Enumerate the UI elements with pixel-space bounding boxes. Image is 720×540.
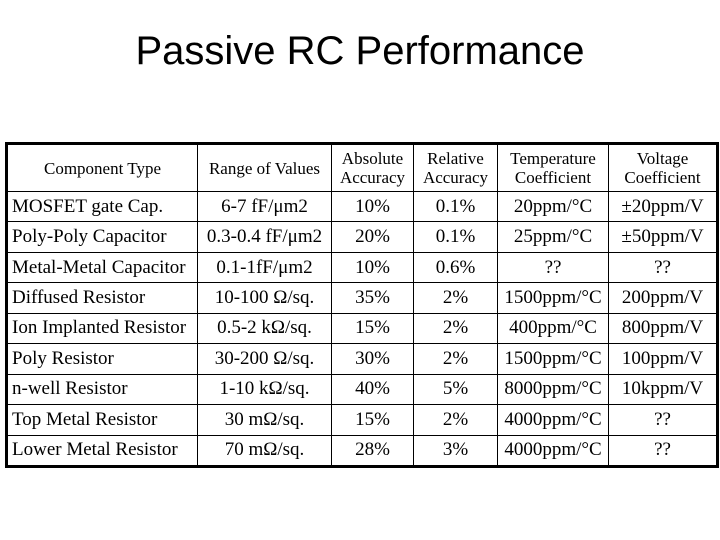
header-cell: Relative Accuracy (413, 143, 498, 192)
absolute-accuracy-cell: 10% (331, 190, 414, 223)
table-row: Lower Metal Resistor 70 mΩ/sq. 28% 3% 40… (6, 434, 718, 467)
table-row: Metal-Metal Capacitor 0.1-1fF/μm2 10% 0.… (6, 251, 718, 284)
temperature-coefficient-cell: 25ppm/°C (497, 221, 609, 253)
header-cell: Temperature Coefficient (497, 143, 609, 192)
absolute-accuracy-cell: 40% (331, 373, 414, 406)
voltage-coefficient-cell: 200ppm/V (608, 282, 718, 314)
temperature-coefficient-cell: 20ppm/°C (497, 190, 609, 223)
table-row: Poly Resistor 30-200 Ω/sq. 30% 2% 1500pp… (6, 343, 718, 375)
table-header-row: Component Type Range of Values Absolute … (6, 143, 718, 192)
range-cell: 0.5-2 kΩ/sq. (197, 312, 332, 345)
component-type-cell: Metal-Metal Capacitor (6, 251, 198, 284)
range-cell: 0.3-0.4 fF/μm2 (197, 221, 332, 253)
relative-accuracy-cell: 2% (413, 282, 498, 314)
table-row: Poly-Poly Capacitor 0.3-0.4 fF/μm2 20% 0… (6, 221, 718, 253)
header-cell: Absolute Accuracy (331, 143, 414, 192)
temperature-coefficient-cell: 400ppm/°C (497, 312, 609, 345)
absolute-accuracy-cell: 35% (331, 282, 414, 314)
component-type-cell: Ion Implanted Resistor (6, 312, 198, 345)
relative-accuracy-cell: 3% (413, 434, 498, 467)
temperature-coefficient-cell: 1500ppm/°C (497, 343, 609, 375)
absolute-accuracy-cell: 15% (331, 404, 414, 436)
relative-accuracy-cell: 2% (413, 343, 498, 375)
temperature-coefficient-cell: 4000ppm/°C (497, 434, 609, 467)
voltage-coefficient-cell: ±20ppm/V (608, 190, 718, 223)
table-row: Ion Implanted Resistor 0.5-2 kΩ/sq. 15% … (6, 312, 718, 345)
voltage-coefficient-cell: ?? (608, 251, 718, 284)
range-cell: 0.1-1fF/μm2 (197, 251, 332, 284)
voltage-coefficient-cell: 100ppm/V (608, 343, 718, 375)
voltage-coefficient-cell: 10kppm/V (608, 373, 718, 406)
voltage-coefficient-cell: 800ppm/V (608, 312, 718, 345)
component-type-cell: Poly-Poly Capacitor (6, 221, 198, 253)
absolute-accuracy-cell: 10% (331, 251, 414, 284)
relative-accuracy-cell: 2% (413, 312, 498, 345)
relative-accuracy-cell: 5% (413, 373, 498, 406)
table-row: MOSFET gate Cap. 6-7 fF/μm2 10% 0.1% 20p… (6, 190, 718, 223)
range-cell: 70 mΩ/sq. (197, 434, 332, 467)
voltage-coefficient-cell: ?? (608, 404, 718, 436)
voltage-coefficient-cell: ?? (608, 434, 718, 467)
temperature-coefficient-cell: 4000ppm/°C (497, 404, 609, 436)
performance-table-container: Component Type Range of Values Absolute … (5, 142, 719, 468)
slide-title: Passive RC Performance (135, 29, 585, 73)
absolute-accuracy-cell: 20% (331, 221, 414, 253)
table-row: n-well Resistor 1-10 kΩ/sq. 40% 5% 8000p… (6, 373, 718, 406)
absolute-accuracy-cell: 30% (331, 343, 414, 375)
relative-accuracy-cell: 0.6% (413, 251, 498, 284)
component-type-cell: Diffused Resistor (6, 282, 198, 314)
range-cell: 6-7 fF/μm2 (197, 190, 332, 223)
absolute-accuracy-cell: 28% (331, 434, 414, 467)
component-type-cell: MOSFET gate Cap. (6, 190, 198, 223)
component-type-cell: Lower Metal Resistor (6, 434, 198, 467)
absolute-accuracy-cell: 15% (331, 312, 414, 345)
component-type-cell: n-well Resistor (6, 373, 198, 406)
range-cell: 30 mΩ/sq. (197, 404, 332, 436)
table-row: Top Metal Resistor 30 mΩ/sq. 15% 2% 4000… (6, 404, 718, 436)
temperature-coefficient-cell: 1500ppm/°C (497, 282, 609, 314)
temperature-coefficient-cell: ?? (497, 251, 609, 284)
voltage-coefficient-cell: ±50ppm/V (608, 221, 718, 253)
table-row: Diffused Resistor 10-100 Ω/sq. 35% 2% 15… (6, 282, 718, 314)
temperature-coefficient-cell: 8000ppm/°C (497, 373, 609, 406)
range-cell: 10-100 Ω/sq. (197, 282, 332, 314)
relative-accuracy-cell: 0.1% (413, 221, 498, 253)
component-type-cell: Poly Resistor (6, 343, 198, 375)
header-cell: Component Type (6, 143, 198, 192)
range-cell: 30-200 Ω/sq. (197, 343, 332, 375)
header-cell: Range of Values (197, 143, 332, 192)
relative-accuracy-cell: 2% (413, 404, 498, 436)
range-cell: 1-10 kΩ/sq. (197, 373, 332, 406)
header-cell: Voltage Coefficient (608, 143, 718, 192)
component-type-cell: Top Metal Resistor (6, 404, 198, 436)
performance-table: Component Type Range of Values Absolute … (5, 142, 719, 468)
relative-accuracy-cell: 0.1% (413, 190, 498, 223)
